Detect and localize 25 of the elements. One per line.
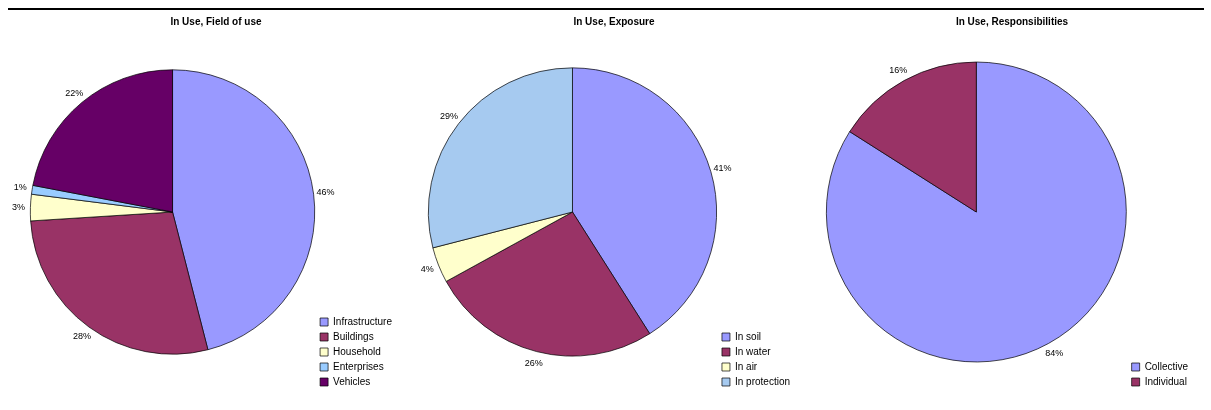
legend-label: Collective	[1144, 360, 1189, 372]
data-label: 16%	[889, 64, 908, 75]
data-label: 3%	[11, 201, 25, 212]
data-label: 4%	[420, 263, 434, 274]
legend-label: Buildings	[333, 330, 374, 342]
legend-label: In air	[734, 360, 758, 372]
data-label: 84%	[1045, 348, 1064, 359]
data-label: 46%	[316, 187, 335, 198]
chart-title: In Use, Field of use	[170, 15, 262, 27]
data-label: 41%	[713, 162, 732, 173]
legend-label: Vehicles	[333, 375, 371, 387]
legend-label: Enterprises	[333, 360, 384, 372]
chart-title: In Use, Responsibilities	[955, 15, 1069, 27]
legend-label: Infrastructure	[333, 315, 393, 327]
legend-label: Individual	[1144, 375, 1187, 387]
legend-label: In protection	[734, 375, 791, 387]
data-label: 29%	[440, 110, 459, 121]
data-label: 1%	[13, 182, 27, 193]
legend-label: In water	[734, 345, 772, 357]
data-label: 22%	[65, 87, 84, 98]
data-label: 28%	[72, 331, 91, 342]
legend-label: In soil	[734, 330, 762, 342]
chart-title: In Use, Exposure	[573, 15, 656, 27]
data-label: 26%	[524, 357, 543, 368]
legend-label: Household	[333, 345, 381, 357]
